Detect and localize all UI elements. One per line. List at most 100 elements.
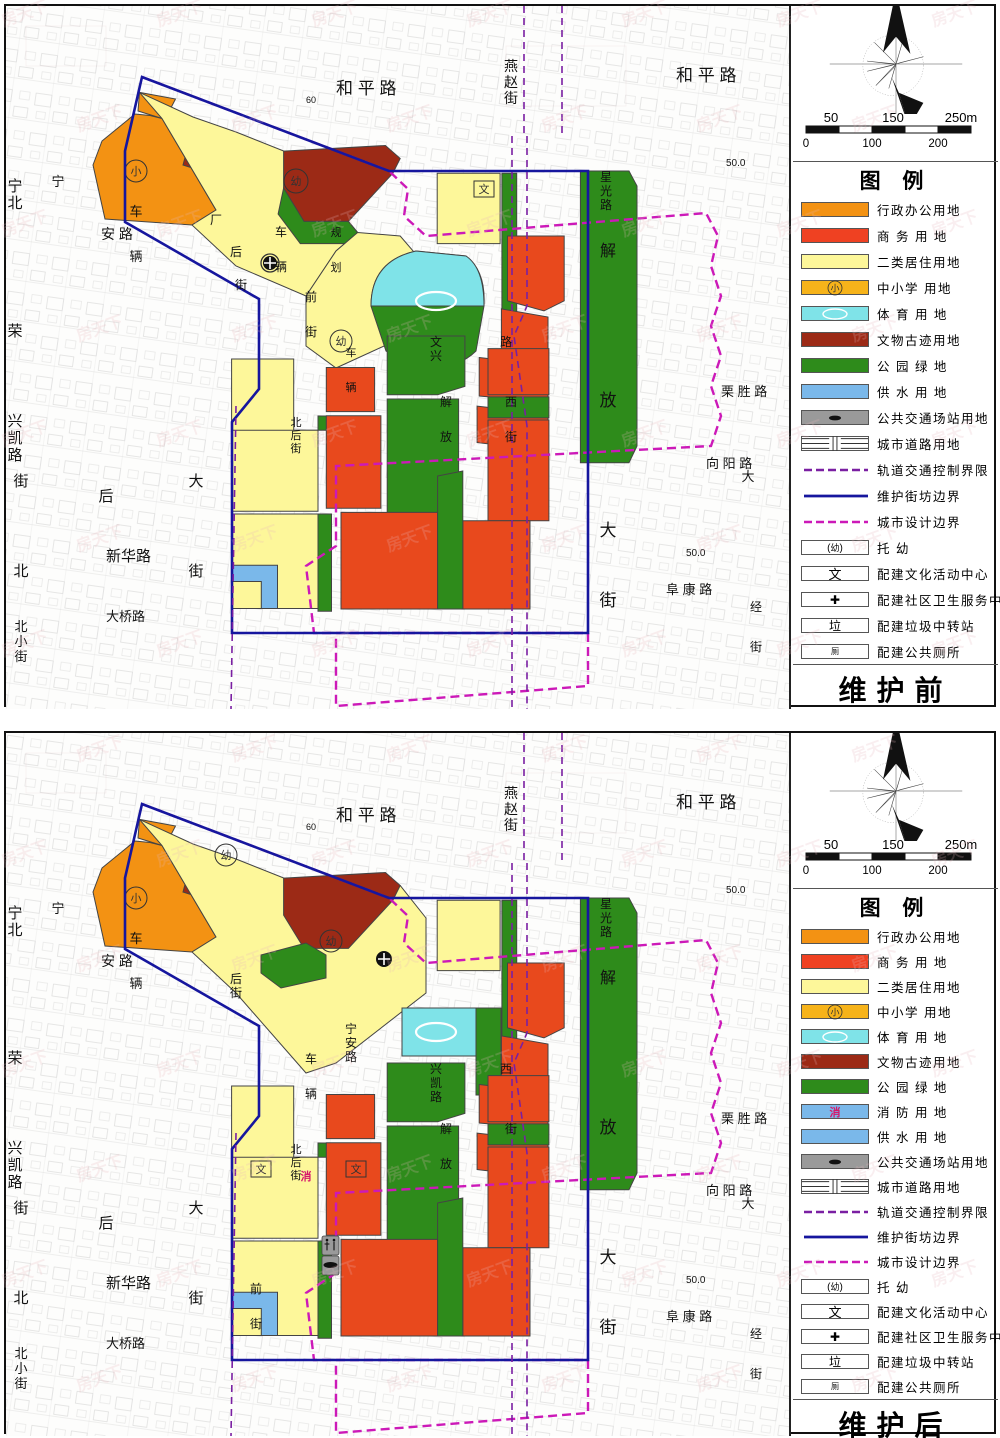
svg-text:栗 胜 路: 栗 胜 路 <box>721 384 767 399</box>
svg-text:小: 小 <box>14 1361 27 1376</box>
svg-text:北: 北 <box>13 1290 28 1307</box>
svg-text:规: 规 <box>331 225 342 239</box>
svg-text:小: 小 <box>131 892 142 905</box>
svg-text:街: 街 <box>504 817 518 833</box>
svg-text:辆: 辆 <box>305 1087 317 1101</box>
svg-text:街: 街 <box>250 1317 262 1331</box>
svg-text:0: 0 <box>803 138 809 150</box>
svg-text:北: 北 <box>7 922 22 939</box>
svg-text:前: 前 <box>250 1281 262 1296</box>
svg-text:幼: 幼 <box>291 175 302 188</box>
svg-text:100: 100 <box>862 865 881 877</box>
svg-text:幼: 幼 <box>221 849 232 862</box>
svg-text:60: 60 <box>306 95 316 105</box>
svg-text:街: 街 <box>600 591 617 610</box>
svg-text:新华路: 新华路 <box>106 548 151 565</box>
svg-text:解: 解 <box>440 395 452 409</box>
svg-text:街: 街 <box>188 1290 203 1307</box>
svg-text:凯: 凯 <box>430 1076 442 1090</box>
svg-text:和 平 路: 和 平 路 <box>676 66 736 85</box>
svg-text:宁: 宁 <box>7 905 22 922</box>
svg-text:安: 安 <box>345 1035 357 1050</box>
svg-text:250m: 250m <box>945 837 978 852</box>
svg-text:路: 路 <box>7 1174 22 1191</box>
svg-text:文: 文 <box>430 334 442 349</box>
svg-text:幼: 幼 <box>336 335 347 348</box>
svg-text:50.0: 50.0 <box>726 158 746 169</box>
svg-text:星: 星 <box>600 897 612 911</box>
svg-text:大桥路: 大桥路 <box>106 1336 145 1351</box>
svg-text:小: 小 <box>14 634 27 649</box>
svg-text:50.0: 50.0 <box>686 1275 706 1286</box>
svg-text:车: 车 <box>129 931 142 946</box>
svg-text:荣: 荣 <box>7 323 22 340</box>
svg-text:50.0: 50.0 <box>686 548 706 559</box>
svg-text:新华路: 新华路 <box>106 1275 151 1292</box>
svg-text:大: 大 <box>741 1196 754 1211</box>
svg-text:厂: 厂 <box>210 213 222 227</box>
svg-text:安 路: 安 路 <box>101 226 133 242</box>
svg-text:宁: 宁 <box>7 178 22 195</box>
svg-text:经: 经 <box>750 600 762 614</box>
svg-text:大: 大 <box>600 521 617 540</box>
svg-text:车: 车 <box>346 345 357 359</box>
svg-text:燕: 燕 <box>504 785 518 801</box>
svg-text:星: 星 <box>600 170 612 184</box>
svg-text:经: 经 <box>750 1327 762 1341</box>
svg-text:小: 小 <box>131 165 142 178</box>
svg-text:宁: 宁 <box>51 174 64 189</box>
svg-text:50: 50 <box>824 110 838 125</box>
svg-text:街: 街 <box>505 430 517 444</box>
svg-text:路: 路 <box>500 334 512 349</box>
svg-text:250m: 250m <box>945 110 978 125</box>
svg-text:宁: 宁 <box>345 1021 357 1036</box>
svg-text:荣: 荣 <box>7 1050 22 1067</box>
svg-text:光: 光 <box>600 911 612 925</box>
svg-text:街: 街 <box>505 1122 517 1136</box>
svg-text:后: 后 <box>230 245 242 259</box>
svg-text:北: 北 <box>7 195 22 212</box>
svg-text:放: 放 <box>600 1118 617 1137</box>
svg-text:解: 解 <box>600 969 616 987</box>
svg-text:路: 路 <box>345 1049 357 1064</box>
svg-text:车: 车 <box>275 224 287 239</box>
svg-text:光: 光 <box>600 184 612 198</box>
svg-text:北: 北 <box>291 416 302 429</box>
svg-text:和 平 路: 和 平 路 <box>676 793 736 812</box>
svg-text:0: 0 <box>803 865 809 877</box>
svg-text:150: 150 <box>882 837 904 852</box>
svg-text:街: 街 <box>750 1367 762 1381</box>
svg-text:安 路: 安 路 <box>101 953 133 969</box>
svg-text:放: 放 <box>600 391 617 410</box>
svg-text:阜 康 路: 阜 康 路 <box>666 582 712 597</box>
svg-text:文: 文 <box>256 1162 267 1176</box>
svg-text:解: 解 <box>600 242 616 260</box>
svg-text:大: 大 <box>188 473 203 490</box>
svg-text:兴: 兴 <box>430 349 442 363</box>
svg-text:路: 路 <box>7 447 22 464</box>
svg-text:燕: 燕 <box>504 58 518 74</box>
svg-text:大桥路: 大桥路 <box>106 609 145 624</box>
svg-text:路: 路 <box>600 197 612 212</box>
svg-text:50.0: 50.0 <box>726 885 746 896</box>
svg-text:放: 放 <box>440 429 452 444</box>
svg-text:车: 车 <box>129 204 142 219</box>
svg-text:小: 小 <box>830 1007 839 1017</box>
svg-text:北: 北 <box>14 619 27 634</box>
svg-text:街: 街 <box>188 563 203 580</box>
svg-text:辆: 辆 <box>129 976 142 991</box>
svg-text:街: 街 <box>13 1200 28 1217</box>
svg-text:街: 街 <box>13 473 28 490</box>
svg-text:赵: 赵 <box>504 74 518 90</box>
svg-text:辆: 辆 <box>346 380 357 394</box>
svg-text:街: 街 <box>291 441 302 455</box>
svg-text:街: 街 <box>750 640 762 654</box>
svg-text:和 平 路: 和 平 路 <box>336 806 396 825</box>
svg-text:后: 后 <box>291 429 302 442</box>
svg-text:后: 后 <box>98 488 113 505</box>
svg-text:北: 北 <box>13 563 28 580</box>
svg-text:北: 北 <box>14 1346 27 1361</box>
svg-text:街: 街 <box>504 90 518 106</box>
svg-text:幼: 幼 <box>326 935 337 948</box>
svg-text:前: 前 <box>305 289 317 304</box>
